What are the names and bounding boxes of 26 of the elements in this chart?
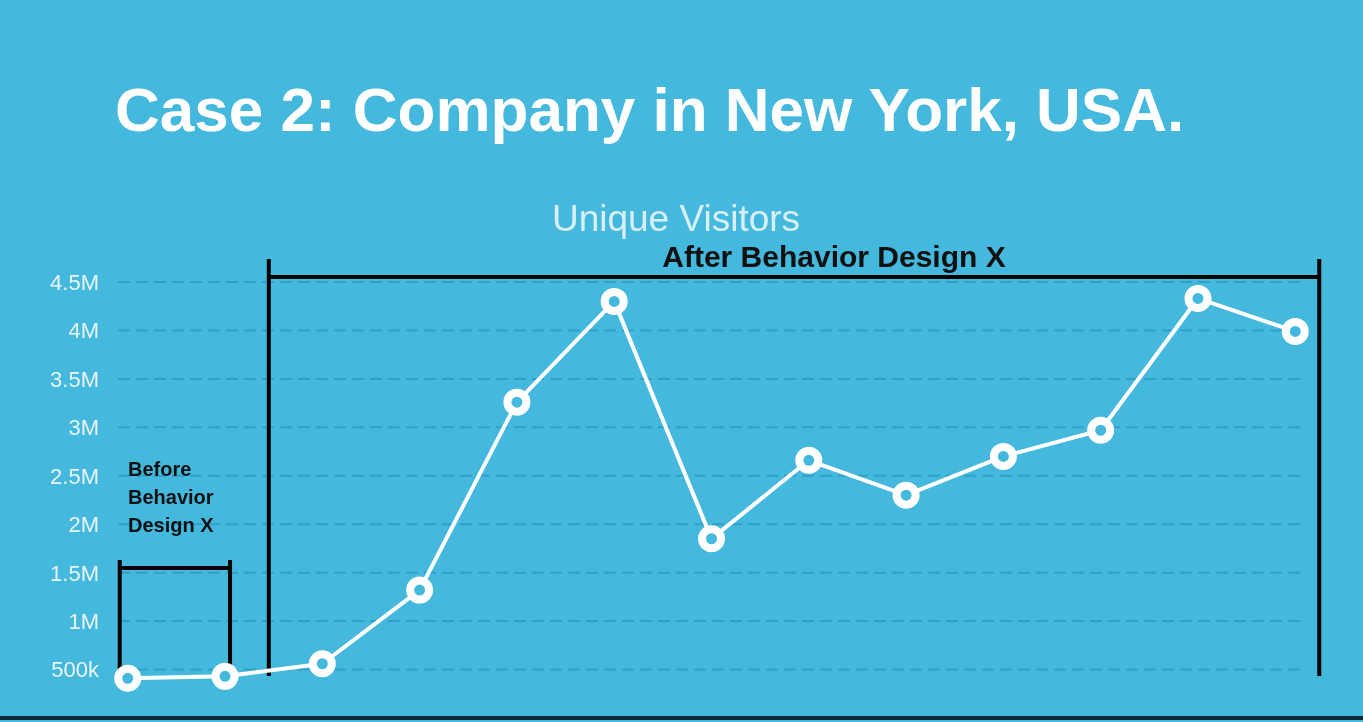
- y-tick-label: 3.5M: [50, 366, 99, 392]
- point: [406, 576, 434, 604]
- point: [795, 446, 823, 474]
- point: [698, 525, 725, 553]
- point: [989, 442, 1017, 470]
- y-tick-label: 4M: [68, 318, 99, 344]
- point: [892, 481, 920, 509]
- y-tick-label: 2.5M: [50, 463, 99, 489]
- y-tick-label: 4.5M: [50, 269, 99, 295]
- chart-subtitle: Unique Visitors: [551, 198, 801, 239]
- y-tick-label: 2M: [68, 512, 99, 538]
- text: After Behavior Design X: [662, 240, 1006, 273]
- y-tick-label: 500k: [51, 657, 100, 683]
- point: [600, 287, 628, 315]
- point: [114, 664, 142, 692]
- chart-title: Case 2: Company in New York, USA.: [115, 75, 1185, 144]
- point: [308, 650, 336, 678]
- y-tick-label: 1M: [68, 609, 99, 635]
- y-tick-label: 1.5M: [50, 560, 99, 586]
- point: [1184, 284, 1212, 312]
- annotation: Before Behavior Design X: [128, 458, 215, 536]
- point: [211, 662, 239, 690]
- point: [1087, 416, 1115, 444]
- y-tick-label: 3M: [68, 415, 99, 441]
- point: [1281, 317, 1309, 345]
- point: [503, 388, 531, 416]
